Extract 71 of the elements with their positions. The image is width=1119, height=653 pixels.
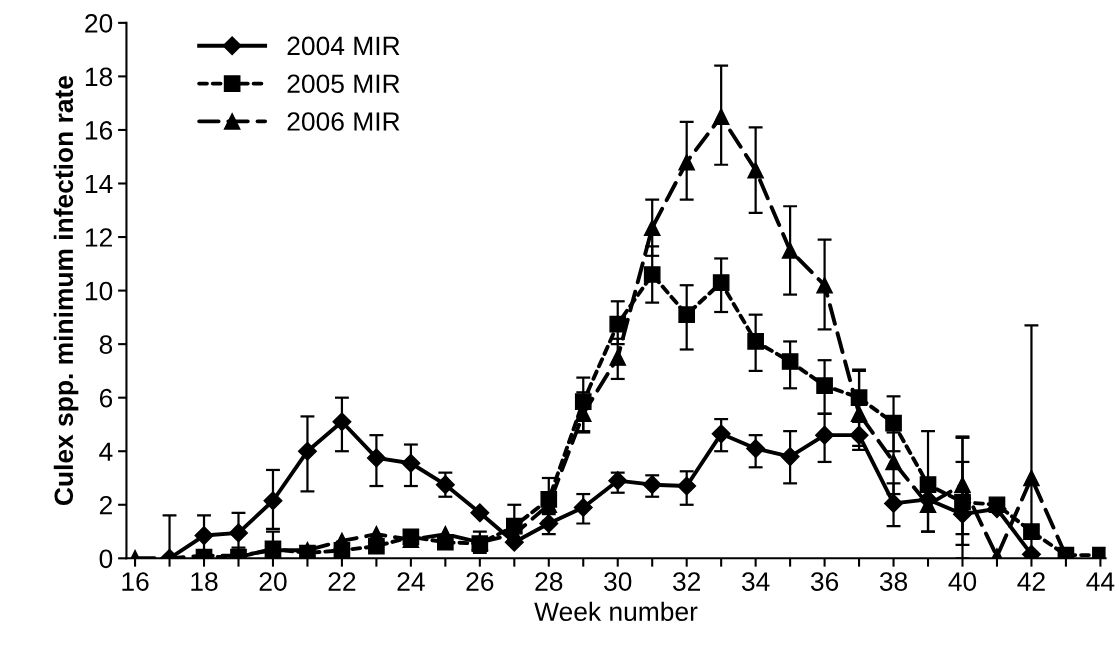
- point: [781, 353, 799, 370]
- legend-label: 2005 MIR: [287, 74, 400, 94]
- y-tick-label: 10: [85, 281, 113, 301]
- point: [194, 526, 214, 546]
- point: [884, 493, 904, 513]
- point: [678, 306, 696, 324]
- point: [815, 425, 835, 445]
- point: [885, 414, 902, 432]
- point: [919, 476, 937, 494]
- legend-label: 2004 MIR: [287, 36, 400, 56]
- point: [1023, 523, 1040, 540]
- point: [263, 491, 283, 511]
- point: [643, 219, 661, 237]
- point: [470, 503, 490, 523]
- x-tick-label: 42: [1017, 572, 1045, 591]
- point: [780, 447, 800, 467]
- x-tick-label: 16: [122, 572, 149, 591]
- y-tick-label: 8: [99, 335, 113, 354]
- point: [885, 453, 902, 471]
- point: [711, 424, 731, 444]
- x-tick-label: 18: [191, 572, 218, 591]
- point: [850, 405, 868, 423]
- x-tick-label: 20: [259, 572, 287, 591]
- x-tick-label: 40: [948, 572, 977, 591]
- point: [368, 525, 385, 543]
- y-tick-label: 0: [99, 549, 113, 569]
- y-tick-label: 2: [99, 495, 112, 515]
- point: [678, 153, 696, 171]
- point: [228, 523, 249, 543]
- y-tick-label: 20: [85, 13, 113, 33]
- legend-label: 2006 MIR: [287, 112, 400, 131]
- y-tick-label: 18: [85, 67, 113, 87]
- point: [712, 108, 730, 125]
- y-tick-label: 4: [99, 442, 113, 461]
- point: [401, 453, 421, 473]
- x-tick-label: 44: [1086, 572, 1115, 591]
- point: [816, 377, 833, 394]
- point: [643, 266, 661, 283]
- x-tick-label: 30: [604, 572, 632, 591]
- point: [781, 242, 799, 259]
- point: [816, 276, 833, 294]
- point: [747, 333, 764, 350]
- point: [1023, 469, 1040, 487]
- point: [573, 497, 593, 517]
- point: [609, 315, 627, 333]
- x-tick-label: 26: [466, 572, 494, 591]
- point: [333, 532, 351, 550]
- x-tick-label: 24: [397, 572, 425, 591]
- point: [437, 525, 454, 543]
- y-tick-label: 14: [85, 174, 113, 194]
- point: [297, 441, 317, 461]
- point: [954, 476, 971, 494]
- x-tick-label: 36: [810, 572, 839, 591]
- point: [332, 412, 352, 432]
- x-tick-label: 22: [328, 572, 356, 591]
- x-tick-label: 28: [535, 572, 563, 591]
- x-axis-title: Week number: [534, 601, 698, 622]
- y-tick-label: 16: [85, 121, 113, 140]
- y-tick-label: 6: [99, 388, 113, 408]
- point: [747, 161, 764, 179]
- point: [366, 448, 386, 468]
- point: [609, 349, 627, 366]
- point: [712, 274, 730, 291]
- x-tick-label: 34: [741, 572, 770, 591]
- point: [746, 439, 766, 459]
- x-tick-label: 38: [879, 572, 908, 591]
- y-axis-title: Culex spp. minimum infection rate: [53, 75, 79, 506]
- x-tick-label: 32: [673, 572, 701, 591]
- y-tick-label: 12: [85, 228, 112, 247]
- point: [677, 476, 697, 496]
- point: [988, 496, 1006, 514]
